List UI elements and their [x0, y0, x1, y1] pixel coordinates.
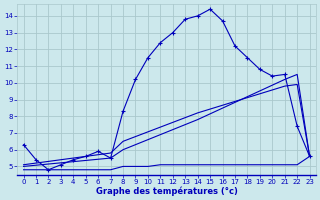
X-axis label: Graphe des températures (°c): Graphe des températures (°c): [96, 186, 237, 196]
